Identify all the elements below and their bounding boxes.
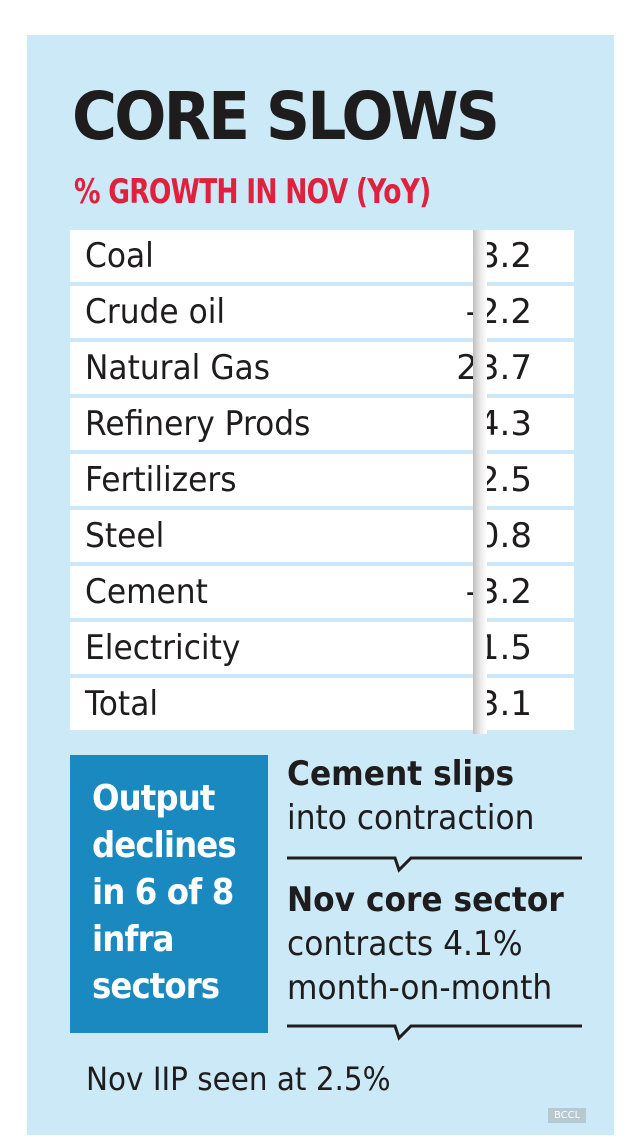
note-heading: Cement slips bbox=[287, 754, 515, 794]
callout-line: Output bbox=[92, 778, 215, 819]
callout-divider bbox=[287, 1024, 582, 1041]
row-label: Cement bbox=[85, 572, 208, 612]
row-value: 23.7 bbox=[456, 348, 532, 388]
chart-subtitle: % GROWTH IN NOV (YoY) bbox=[74, 172, 431, 212]
row-label: Crude oil bbox=[85, 292, 226, 332]
row-label: Fertilizers bbox=[85, 460, 237, 500]
row-label: Steel bbox=[85, 516, 165, 556]
row-label: Coal bbox=[85, 236, 154, 276]
row-label: Total bbox=[85, 684, 159, 724]
table-row: Fertilizers 2.5 bbox=[70, 454, 574, 506]
table-row: Total 3.1 bbox=[70, 678, 574, 730]
table-row: Refinery Prods 4.3 bbox=[70, 398, 574, 450]
callout-line: in 6 of 8 bbox=[92, 872, 234, 913]
note-cement: Cement slips into contraction bbox=[287, 752, 534, 840]
table-row: Steel 0.8 bbox=[70, 510, 574, 562]
watermark: BCCL bbox=[548, 1108, 587, 1123]
column-divider bbox=[473, 230, 487, 734]
row-label: Refinery Prods bbox=[85, 404, 311, 444]
callout-line: sectors bbox=[92, 966, 220, 1007]
note-text: into contraction bbox=[287, 798, 535, 838]
callout-line: declines bbox=[92, 825, 237, 866]
callout-line: infra bbox=[92, 919, 175, 960]
note-core: Nov core sector contracts 4.1% month-on-… bbox=[287, 878, 564, 1010]
table-row: Cement -3.2 bbox=[70, 566, 574, 618]
footer-note: Nov IIP seen at 2.5% bbox=[86, 1060, 391, 1098]
callout-box: Output declines in 6 of 8 infra sectors bbox=[70, 755, 268, 1033]
chart-title: CORE SLOWS bbox=[72, 78, 500, 155]
table-row: Natural Gas 23.7 bbox=[70, 342, 574, 394]
note-text: contracts 4.1% bbox=[287, 924, 523, 964]
row-label: Electricity bbox=[85, 628, 241, 668]
table-row: Crude oil -2.2 bbox=[70, 286, 574, 338]
note-heading: Nov core sector bbox=[287, 880, 564, 920]
callout-divider bbox=[287, 856, 582, 873]
row-label: Natural Gas bbox=[85, 348, 271, 388]
note-text: month-on-month bbox=[287, 968, 553, 1008]
table-row: Coal 8.2 bbox=[70, 230, 574, 282]
growth-table: Coal 8.2 Crude oil -2.2 Natural Gas 23.7 Refin… bbox=[70, 230, 574, 734]
table-row: Electricity 1.5 bbox=[70, 622, 574, 674]
